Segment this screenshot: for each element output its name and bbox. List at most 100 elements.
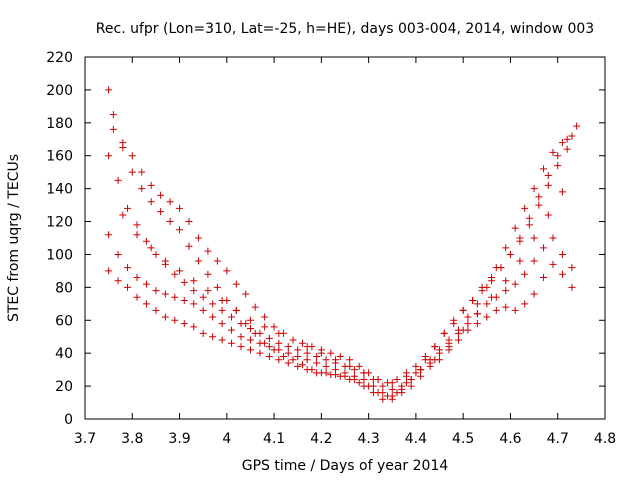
y-tick-label: 60 xyxy=(55,313,73,329)
data-point xyxy=(275,329,283,337)
data-point xyxy=(459,306,467,314)
data-point xyxy=(521,300,529,308)
data-point xyxy=(317,349,325,357)
data-point xyxy=(119,139,127,147)
data-point xyxy=(464,320,472,328)
x-tick-label: 4.5 xyxy=(452,431,474,447)
data-point xyxy=(232,280,240,288)
data-point xyxy=(284,343,292,351)
data-point xyxy=(128,152,136,160)
data-point xyxy=(568,132,576,140)
data-point xyxy=(426,362,434,370)
data-point xyxy=(530,257,538,265)
data-point xyxy=(431,356,439,364)
data-point xyxy=(289,336,297,344)
data-point xyxy=(218,336,226,344)
data-point xyxy=(138,185,146,193)
data-point xyxy=(511,224,519,232)
data-point xyxy=(388,379,396,387)
data-point xyxy=(445,343,453,351)
data-point xyxy=(161,290,169,298)
data-point xyxy=(473,310,481,318)
data-point xyxy=(360,376,368,384)
data-point xyxy=(237,343,245,351)
data-point xyxy=(284,349,292,357)
data-point xyxy=(246,325,254,332)
data-point xyxy=(530,234,538,242)
data-point xyxy=(152,306,160,314)
data-point xyxy=(133,231,141,239)
data-point xyxy=(275,356,283,364)
data-point xyxy=(563,135,571,143)
data-point xyxy=(261,313,269,321)
data-point xyxy=(535,201,543,209)
data-point xyxy=(525,214,533,222)
data-point xyxy=(194,234,202,242)
data-point xyxy=(105,152,113,160)
data-point xyxy=(190,300,198,308)
data-point xyxy=(540,244,548,252)
y-tick-label: 140 xyxy=(46,182,73,198)
data-point xyxy=(530,185,538,193)
data-point xyxy=(275,339,283,347)
data-point xyxy=(502,277,510,285)
data-point xyxy=(303,356,311,364)
data-point xyxy=(544,171,552,179)
data-point xyxy=(407,382,415,390)
y-tick-label: 200 xyxy=(46,83,73,99)
plot-frame xyxy=(84,56,606,420)
data-point xyxy=(459,326,467,334)
data-point xyxy=(464,313,472,321)
data-point xyxy=(114,277,122,285)
data-point xyxy=(251,303,259,311)
data-point xyxy=(109,125,117,133)
data-point xyxy=(502,303,510,311)
data-point xyxy=(327,349,335,357)
data-point xyxy=(544,181,552,189)
data-point xyxy=(388,395,396,403)
data-point xyxy=(265,352,273,360)
data-point xyxy=(322,356,330,364)
data-point xyxy=(199,329,207,337)
data-point xyxy=(124,264,132,272)
data-point xyxy=(138,168,146,176)
data-point xyxy=(133,273,141,281)
data-point xyxy=(218,320,226,328)
data-point xyxy=(402,372,410,380)
data-point xyxy=(540,165,548,173)
data-point xyxy=(128,168,136,176)
y-tick-label: 20 xyxy=(55,379,73,395)
data-point xyxy=(478,283,486,291)
data-point xyxy=(157,208,165,216)
data-point xyxy=(473,300,481,308)
chart-title: Rec. ufpr (Lon=310, Lat=-25, h=HE), days… xyxy=(96,21,594,37)
data-point xyxy=(322,362,330,370)
data-point xyxy=(502,287,510,295)
data-point xyxy=(218,306,226,314)
data-point xyxy=(261,323,269,331)
data-point xyxy=(171,270,179,278)
data-point xyxy=(360,382,368,390)
data-point xyxy=(157,191,165,199)
y-tick-label: 160 xyxy=(46,149,73,165)
data-point xyxy=(355,379,363,387)
data-point xyxy=(412,362,420,370)
data-point xyxy=(228,339,236,347)
data-point xyxy=(265,343,273,351)
data-point xyxy=(554,162,562,170)
data-point xyxy=(379,382,387,390)
data-point xyxy=(242,290,250,298)
data-point xyxy=(355,362,363,370)
data-point xyxy=(246,346,254,354)
data-point xyxy=(256,349,264,357)
data-point xyxy=(369,389,377,397)
data-point xyxy=(369,382,377,390)
data-point xyxy=(171,293,179,301)
data-point xyxy=(109,111,117,119)
data-point xyxy=(180,320,188,328)
data-point xyxy=(237,320,245,328)
data-point xyxy=(171,316,179,324)
data-point xyxy=(488,293,496,301)
